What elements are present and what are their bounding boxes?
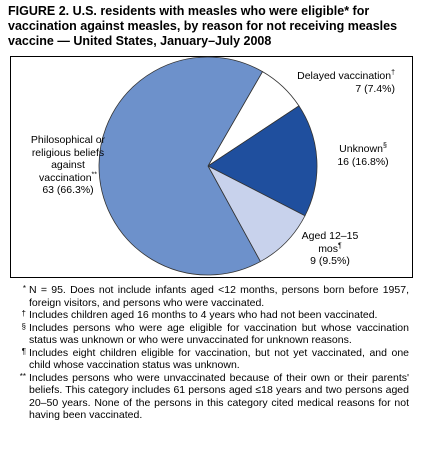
pie-slice [207, 105, 318, 217]
footnote-text: Includes persons who were unvaccinated b… [29, 371, 409, 422]
footnote-marker: * [22, 284, 26, 293]
footnote-marker: † [391, 69, 395, 77]
category-name: Delayed vaccination [297, 70, 392, 82]
slice-label: Aged 12–15 mos¶ 9 (9.5%) [300, 230, 360, 268]
footnote-text: N = 95. Does not include infants aged <1… [29, 284, 409, 309]
slice-label: Unknown§ 16 (16.8%) [318, 143, 408, 168]
footnote: ¶ Includes eight children eligible for va… [16, 347, 409, 372]
footnote: † Includes children aged 16 months to 4 y… [16, 309, 409, 322]
category-name: Aged 12–15 mos [301, 230, 359, 255]
chart-frame [10, 56, 413, 278]
footnote: § Includes persons who were age eligible … [16, 322, 409, 347]
footnotes: * N = 95. Does not include infants aged <… [16, 284, 409, 422]
footnote-marker: † [21, 309, 26, 318]
pie-slice [98, 56, 264, 276]
footnote-text: Includes children aged 16 months to 4 ye… [29, 309, 378, 321]
chart-title: FIGURE 2. U.S. residents with measles wh… [8, 4, 398, 48]
footnote: * N = 95. Does not include infants aged <… [16, 284, 409, 309]
footnote-marker: ¶ [21, 346, 26, 356]
footnote-marker: ** [19, 371, 26, 381]
footnote-text: Includes eight children eligible for vac… [29, 346, 409, 372]
footnote-marker: ¶ [338, 242, 342, 249]
footnote-text: Includes persons who were age eligible f… [29, 321, 409, 347]
slice-label: Philosophical or religious beliefs again… [22, 134, 114, 197]
value-label: 63 (66.3%) [42, 184, 94, 196]
value-label: 7 (7.4%) [355, 82, 395, 95]
footnote: ** Includes persons who were unvaccinated… [16, 372, 409, 422]
footnote-marker: § [382, 142, 387, 150]
category-name: Philosophical or religious beliefs again… [30, 134, 106, 184]
value-label: 9 (9.5%) [310, 255, 350, 267]
footnote-marker: § [21, 321, 26, 331]
value-label: 16 (16.8%) [337, 155, 389, 168]
slice-label: Delayed vaccination† 7 (7.4%) [270, 70, 395, 95]
footnote-marker: ** [91, 171, 97, 178]
category-name: Unknown [339, 143, 383, 155]
